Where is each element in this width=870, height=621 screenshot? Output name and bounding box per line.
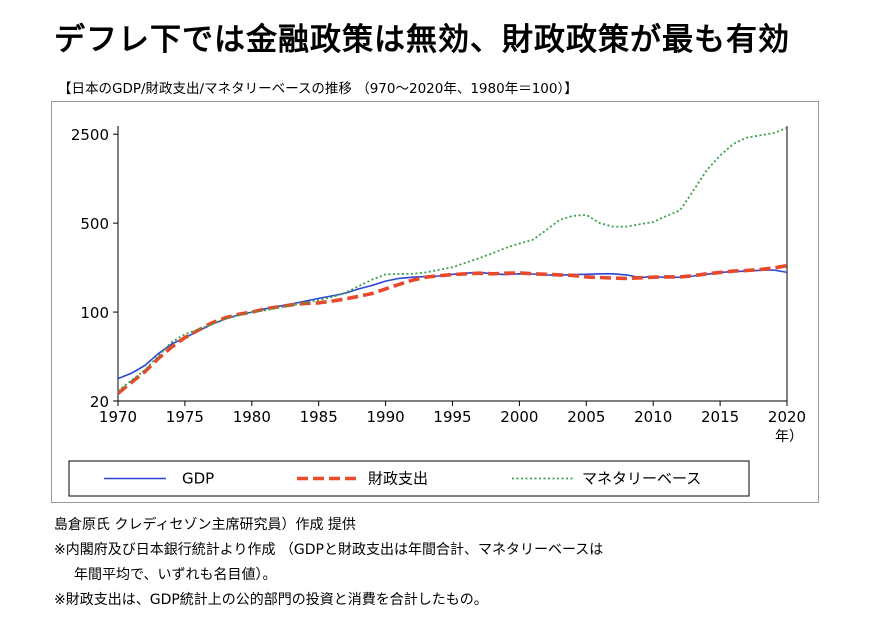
source-note: 島倉原氏 クレディセゾン主席研究員）作成 提供 [54, 517, 356, 533]
series-line-1 [117, 269, 788, 380]
x-tick-label: 1980 [233, 408, 271, 426]
x-tick-label: 2020 [768, 408, 806, 426]
legend-label-1: GDP [182, 470, 214, 488]
x-axis-label: 年） [775, 429, 803, 445]
notes: 島倉原氏 クレディセゾン主席研究員）作成 提供 ※内閣府及び日本銀行統計より作成… [54, 513, 603, 613]
chart-frame: 1970 1975 1980 1985 1990 1995 2000 2005 2010 2015… [51, 101, 819, 503]
x-tick-label: 2010 [634, 408, 672, 426]
y-tick-label: 20 [90, 393, 109, 411]
x-tick-label: 1990 [367, 408, 405, 426]
series-line-2 [116, 263, 788, 395]
x-tick-label: 1995 [433, 408, 471, 426]
legend-label-3: マネタリーベース [582, 470, 701, 488]
legend [68, 460, 750, 497]
headline: デフレ下では金融政策は無効、財政政策が最も有効 [54, 22, 790, 58]
x-tick-label: 1985 [300, 408, 338, 426]
series-line-3 [117, 127, 788, 392]
chart-title: 【日本のGDP/財政支出/マネタリーベースの推移 （970～2020年、1980… [58, 81, 578, 97]
y-tick-label: 500 [80, 215, 109, 233]
note-2: ※財政支出は、GDP統計上の公的部門の投資と消費を合計したもの。 [54, 592, 488, 608]
note-1-line-2: 年間平均で、いずれも名目値）。 [74, 567, 277, 583]
x-tick-label: 1970 [99, 408, 137, 426]
x-tick-label: 2015 [701, 408, 739, 426]
x-tick-label: 2005 [567, 408, 605, 426]
x-tick-label: 1975 [166, 408, 204, 426]
line-chart: 1970 1975 1980 1985 1990 1995 2000 2005 2010 2015… [68, 126, 806, 497]
note-1-line-1: ※内閣府及び日本銀行統計より作成 （GDPと財政支出は年間合計、マネタリーベース… [54, 542, 604, 558]
legend-label-2: 財政支出 [368, 470, 428, 488]
y-tick-label: 100 [80, 304, 109, 322]
x-tick-label: 2000 [500, 408, 538, 426]
y-tick-label: 2500 [71, 126, 109, 144]
